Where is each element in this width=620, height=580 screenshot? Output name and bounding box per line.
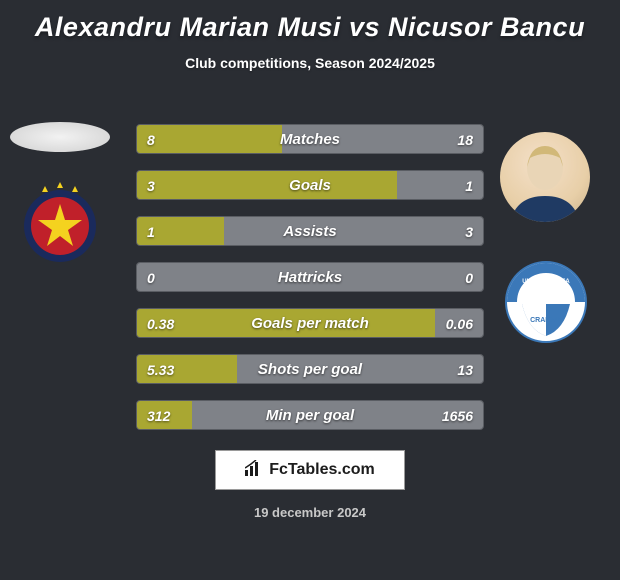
stat-row: 818Matches	[136, 124, 484, 154]
value-left: 8	[137, 125, 165, 154]
avatar-left	[10, 122, 110, 152]
value-right: 0.06	[436, 309, 483, 338]
subtitle: Club competitions, Season 2024/2025	[0, 55, 620, 71]
value-right: 18	[447, 125, 483, 154]
stat-row: 31Goals	[136, 170, 484, 200]
comparison-rows: 818Matches31Goals13Assists00Hattricks0.3…	[136, 124, 484, 446]
value-left: 312	[137, 401, 180, 430]
svg-text:CRAIOVA: CRAIOVA	[530, 317, 562, 324]
value-left: 5.33	[137, 355, 184, 384]
svg-text:UNIVERSITATEA: UNIVERSITATEA	[522, 279, 570, 285]
club-badge-right: UNIVERSITATEA CRAIOVA	[504, 260, 588, 344]
comparison-card: Alexandru Marian Musi vs Nicusor Bancu C…	[0, 0, 620, 580]
page-title: Alexandru Marian Musi vs Nicusor Bancu	[0, 0, 620, 43]
value-right: 13	[447, 355, 483, 384]
value-right: 1656	[432, 401, 483, 430]
value-left: 0	[137, 263, 165, 292]
stat-row: 5.3313Shots per goal	[136, 354, 484, 384]
player-silhouette-icon	[500, 132, 590, 222]
stat-row: 13Assists	[136, 216, 484, 246]
date-label: 19 december 2024	[0, 505, 620, 520]
value-right: 0	[455, 263, 483, 292]
avatar-right	[500, 132, 590, 222]
logo-text: FcTables.com	[269, 461, 375, 479]
value-left: 1	[137, 217, 165, 246]
value-left: 3	[137, 171, 165, 200]
bar-chart-icon	[245, 460, 263, 481]
stat-row: 00Hattricks	[136, 262, 484, 292]
fctables-logo: FcTables.com	[215, 450, 405, 490]
bar-left	[137, 171, 397, 200]
value-right: 1	[455, 171, 483, 200]
value-right: 3	[455, 217, 483, 246]
club-badge-left	[18, 180, 102, 264]
stat-row: 3121656Min per goal	[136, 400, 484, 430]
stat-row: 0.380.06Goals per match	[136, 308, 484, 338]
value-left: 0.38	[137, 309, 184, 338]
